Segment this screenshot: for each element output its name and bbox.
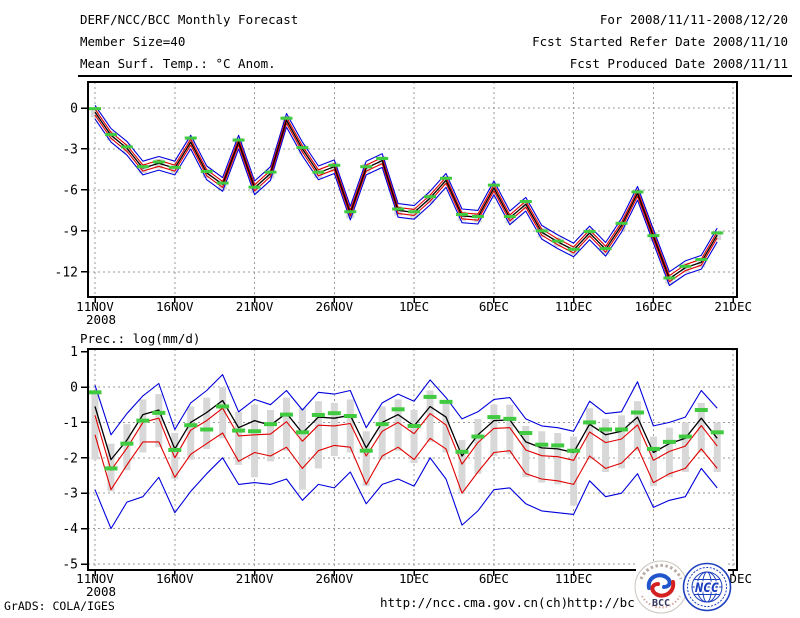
svg-text:-3: -3 [62, 142, 78, 157]
bcc-ring-text-top [639, 563, 683, 580]
temp-envelope-red-lower [94, 114, 718, 283]
svg-text:1DEC: 1DEC [399, 571, 429, 586]
svg-text:21NOV: 21NOV [236, 299, 274, 314]
svg-text:6DEC: 6DEC [479, 571, 509, 586]
prec-envelope-red-upper [94, 407, 718, 471]
temp-quartile-boxes [91, 107, 722, 284]
temp-envelope-blue-upper [94, 104, 718, 273]
temp-grid-vertical [94, 82, 734, 297]
svg-text:-5: -5 [62, 558, 78, 573]
header-divider [78, 75, 792, 77]
prec-envelope-red-lower [94, 432, 718, 494]
prec-chart: 11NOV200816NOV21NOV26NOV1DEC6DEC11DEC16D… [62, 345, 752, 599]
svg-text:16NOV: 16NOV [156, 571, 194, 586]
ncc-globe-lines [691, 571, 723, 603]
svg-text:-3: -3 [62, 487, 78, 502]
prec-grid-horizontal [88, 386, 737, 565]
svg-text:11NOV: 11NOV [76, 571, 114, 586]
temp-envelope-red-upper [94, 108, 718, 277]
bcc-swirl-red [650, 580, 676, 598]
svg-text:11DEC: 11DEC [555, 299, 593, 314]
svg-text:2008: 2008 [86, 312, 116, 327]
prec-envelope-blue-lower [94, 457, 718, 530]
grads-credit: GrADS: COLA/IGES [4, 599, 115, 613]
prec-y-tick-labels: 1 0 -1 -2 -3 -4 -5 [62, 345, 78, 572]
svg-text:-9: -9 [62, 224, 78, 239]
svg-text:1: 1 [70, 345, 78, 360]
page-title: DERF/NCC/BCC Monthly Forecast [80, 12, 299, 27]
bcc-url-link[interactable]: http://bcc.c [567, 595, 658, 610]
forecast-range-label: For 2008/11/11-2008/12/20 [599, 12, 788, 27]
svg-text:0: 0 [70, 381, 78, 396]
svg-text:16DEC: 16DEC [635, 299, 673, 314]
temp-control-dashes [89, 107, 724, 280]
svg-text:-4: -4 [62, 522, 78, 537]
prec-control-dashes [88, 390, 724, 471]
svg-text:-1: -1 [62, 416, 78, 431]
temp-y-tick-labels: 0 -3 -6 -9 -12 [55, 102, 78, 281]
svg-text:11DEC: 11DEC [555, 571, 593, 586]
temp-chart-title: Mean Surf. Temp.: °C Anom. [80, 56, 276, 71]
temp-axis-ticks [81, 107, 734, 303]
prec-chart-title: Prec.: log(mm/d) [80, 331, 201, 346]
svg-text:1DEC: 1DEC [399, 299, 429, 314]
member-size-label: Member Size=40 [80, 34, 186, 49]
produced-date-label: Fcst Produced Date 2008/11/11 [569, 56, 788, 71]
agency-logos: BCC NCC NCC [634, 560, 732, 616]
prec-ensemble-mean-line [94, 399, 718, 461]
temp-envelope-blue-lower [94, 118, 718, 287]
svg-text:-12: -12 [55, 265, 78, 280]
ncc-logo-text: NCC [694, 581, 719, 596]
refer-date-label: Fcst Started Refer Date 2008/11/10 [532, 34, 788, 49]
ncc-logo-text-front: NCC [694, 581, 719, 596]
ncc-wreath-ring [687, 567, 727, 607]
temp-grid-horizontal [88, 107, 737, 273]
prec-envelope-blue-upper [94, 374, 718, 436]
svg-text:26NOV: 26NOV [316, 571, 354, 586]
prec-x-tick-labels: 11NOV200816NOV21NOV26NOV1DEC6DEC11DEC16D… [76, 571, 752, 599]
svg-text:2008: 2008 [86, 584, 116, 599]
svg-text:0: 0 [70, 102, 78, 117]
svg-text:-2: -2 [62, 451, 78, 466]
bcc-swirl-blue [646, 573, 672, 590]
ncc-url-link[interactable]: http://ncc.cma.gov.cn(ch) [380, 595, 569, 610]
svg-text:6DEC: 6DEC [479, 299, 509, 314]
svg-text:-6: -6 [62, 183, 78, 198]
svg-text:11NOV: 11NOV [76, 299, 114, 314]
prec-plot-frame [87, 348, 738, 571]
svg-text:21DEC: 21DEC [714, 299, 752, 314]
svg-text:16NOV: 16NOV [156, 299, 194, 314]
ncc-logo: NCC NCC [682, 562, 732, 612]
bcc-logo-text: BCC [652, 598, 670, 609]
svg-text:21NOV: 21NOV [236, 571, 274, 586]
temp-plot-frame [87, 81, 738, 298]
bcc-logo: BCC [634, 560, 688, 614]
temp-ensemble-mean-line [94, 111, 718, 280]
svg-text:26NOV: 26NOV [316, 299, 354, 314]
